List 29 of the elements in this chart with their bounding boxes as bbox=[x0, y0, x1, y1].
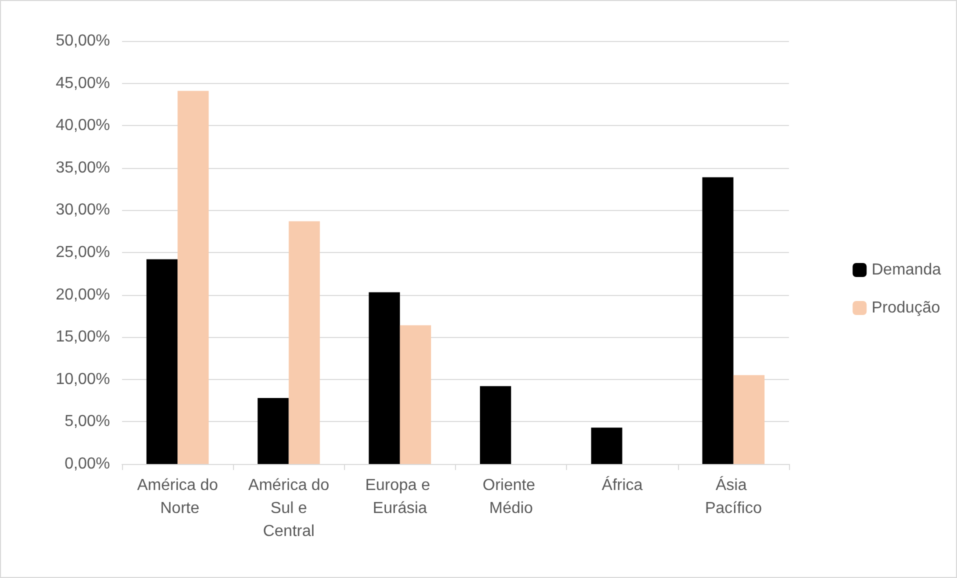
bar bbox=[702, 177, 734, 464]
x-tick-label: América do Sul e Central bbox=[248, 477, 330, 540]
y-tick-label: 20,00% bbox=[56, 286, 110, 304]
y-tick-label: 50,00% bbox=[56, 32, 110, 50]
y-tick-label: 10,00% bbox=[56, 370, 110, 388]
bar bbox=[178, 90, 209, 464]
bar bbox=[591, 428, 622, 464]
y-tick-label: 35,00% bbox=[56, 159, 110, 176]
legend-label: Demanda bbox=[872, 262, 942, 278]
y-tick-label: 0,00% bbox=[64, 456, 110, 472]
bar bbox=[733, 375, 765, 464]
bar bbox=[480, 386, 512, 464]
x-tick-label: Oriente Médio bbox=[482, 477, 540, 517]
y-tick-label: 40,00% bbox=[56, 117, 110, 134]
bar bbox=[400, 325, 432, 464]
x-tick-label: Ásia Pacífico bbox=[704, 476, 762, 517]
y-tick-label: 5,00% bbox=[64, 413, 110, 430]
bar bbox=[288, 221, 320, 464]
x-tick-label: América do Norte bbox=[137, 477, 218, 517]
y-tick-label: 45,00% bbox=[56, 74, 110, 92]
bar bbox=[258, 398, 289, 464]
y-tick-label: 30,00% bbox=[56, 202, 110, 219]
bar bbox=[368, 292, 400, 464]
x-tick-label: África bbox=[602, 476, 643, 494]
x-tick-label: Europa e Eurásia bbox=[365, 477, 435, 517]
bar bbox=[146, 259, 178, 464]
y-tick-label: 15,00% bbox=[56, 328, 110, 346]
y-tick-label: 25,00% bbox=[56, 244, 110, 261]
legend-label: Produção bbox=[872, 300, 940, 316]
